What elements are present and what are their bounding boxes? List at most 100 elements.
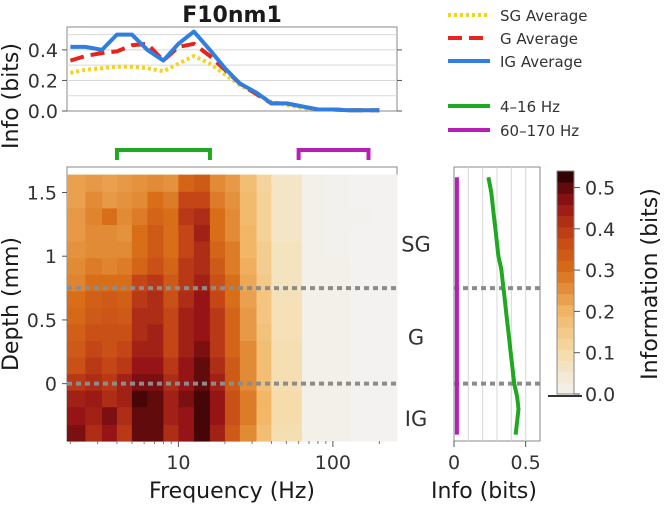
heatmap-cell xyxy=(224,224,241,242)
heatmap-cell xyxy=(372,307,398,325)
heatmap-cell xyxy=(372,406,398,425)
heatmap-cell xyxy=(131,240,148,259)
colorbar-segment xyxy=(557,293,574,306)
heatmap-cell xyxy=(301,290,327,308)
colorbar-cells xyxy=(557,171,574,395)
heatmap-cell xyxy=(178,207,195,225)
heatmap-cell xyxy=(193,224,211,242)
colorbar-segment xyxy=(557,382,574,395)
heatmap-cell xyxy=(193,390,211,408)
heatmap-cell xyxy=(301,390,327,408)
colorbar-segment xyxy=(557,260,574,272)
heatmap-cell xyxy=(239,340,258,358)
heatmap-cell xyxy=(256,390,273,408)
heatmap-cell xyxy=(163,290,179,308)
heatmap-cell xyxy=(239,257,258,275)
colorbar-segment xyxy=(557,327,574,339)
heatmap-cell xyxy=(102,174,118,192)
band-info-series-lines xyxy=(454,176,521,435)
heatmap-cell xyxy=(131,257,148,275)
heatmap-cell xyxy=(147,207,164,225)
heatmap-cell xyxy=(224,207,241,225)
heatmap-cell xyxy=(163,390,179,408)
heatmap-cell xyxy=(350,307,373,325)
layer-label: IG xyxy=(405,407,427,431)
heatmap-cell xyxy=(102,307,118,325)
heatmap-cell xyxy=(147,424,164,442)
layer-labels: SG G IG xyxy=(401,232,431,431)
heatmap-cell xyxy=(224,290,241,308)
layer-label: SG xyxy=(401,232,431,256)
colorbar-segment xyxy=(557,282,574,295)
heatmap-cell xyxy=(256,224,273,242)
heatmap-cell xyxy=(209,390,226,408)
y-tick-label: 0.4 xyxy=(28,40,58,62)
y-tick-label: 0.2 xyxy=(28,70,58,92)
colorbar-ticks: 0.0 0.1 0.2 0.3 0.4 0.5 xyxy=(548,178,615,406)
heatmap-cell xyxy=(224,240,241,259)
heatmap-cell xyxy=(271,224,303,242)
heatmap-cell xyxy=(147,191,164,209)
heatmap-cell xyxy=(85,240,103,259)
heatmap-cell xyxy=(163,373,179,391)
heatmap-cell xyxy=(163,174,179,192)
colorbar-segment xyxy=(557,193,574,205)
heatmap-cell xyxy=(116,224,133,242)
heatmap-cell xyxy=(85,356,103,375)
heatmap-cell xyxy=(209,340,226,358)
series-line-sg-average xyxy=(70,54,380,113)
heatmap-cell xyxy=(209,307,226,325)
band-info-x-axis-label: Info (bits) xyxy=(431,479,537,504)
heatmap-cell xyxy=(131,207,148,225)
heatmap-cell xyxy=(85,406,103,425)
heatmap-cell xyxy=(301,356,327,375)
legend-label: G Average xyxy=(500,30,578,48)
heatmap-cell xyxy=(325,390,352,408)
heatmap-cell xyxy=(209,406,226,425)
heatmap-cell xyxy=(147,340,164,358)
heatmap-cell xyxy=(116,340,133,358)
heatmap-cell xyxy=(224,257,241,275)
heatmap-cell xyxy=(271,207,303,225)
heatmap-cell xyxy=(271,257,303,275)
heatmap-cell xyxy=(131,307,148,325)
heatmap-cell xyxy=(178,274,195,292)
heatmap-cell xyxy=(116,390,133,408)
colorbar-segment xyxy=(557,338,574,350)
heatmap-cell xyxy=(301,257,327,275)
heatmap-cell xyxy=(102,224,118,242)
heatmap-cell xyxy=(116,274,133,292)
heatmap-cell xyxy=(147,307,164,325)
heatmap-cell xyxy=(271,174,303,192)
colorbar-segment xyxy=(557,371,574,384)
heatmap-cell xyxy=(256,373,273,391)
heatmap-cell xyxy=(85,307,103,325)
heatmap-cell xyxy=(102,340,118,358)
y-tick-label: 0.5 xyxy=(27,310,57,332)
heatmap-cell xyxy=(67,224,86,242)
colorbar-segment xyxy=(557,215,574,228)
heatmap-cell xyxy=(224,191,241,209)
heatmap-cell xyxy=(372,424,398,442)
heatmap-cell xyxy=(350,390,373,408)
heatmap-cell xyxy=(147,257,164,275)
heatmap-cell xyxy=(193,340,211,358)
heatmap-cell xyxy=(350,274,373,292)
heatmap-cell xyxy=(350,340,373,358)
heatmap-cell xyxy=(325,356,352,375)
heatmap-cell xyxy=(325,307,352,325)
heatmap-cell xyxy=(131,406,148,425)
heatmap-cell xyxy=(102,240,118,259)
legend-label: 4–16 Hz xyxy=(500,98,560,116)
heatmap-cell xyxy=(193,424,211,442)
heatmap-cell xyxy=(163,323,179,341)
heatmap-cell xyxy=(239,274,258,292)
heatmap-cell xyxy=(209,207,226,225)
heatmap-cell xyxy=(325,323,352,341)
colorbar-tick-label: 0.3 xyxy=(585,260,615,282)
heatmap-cell xyxy=(131,323,148,341)
heatmap-cell xyxy=(131,390,148,408)
heatmap-cell xyxy=(131,290,148,308)
heatmap-cell xyxy=(116,307,133,325)
